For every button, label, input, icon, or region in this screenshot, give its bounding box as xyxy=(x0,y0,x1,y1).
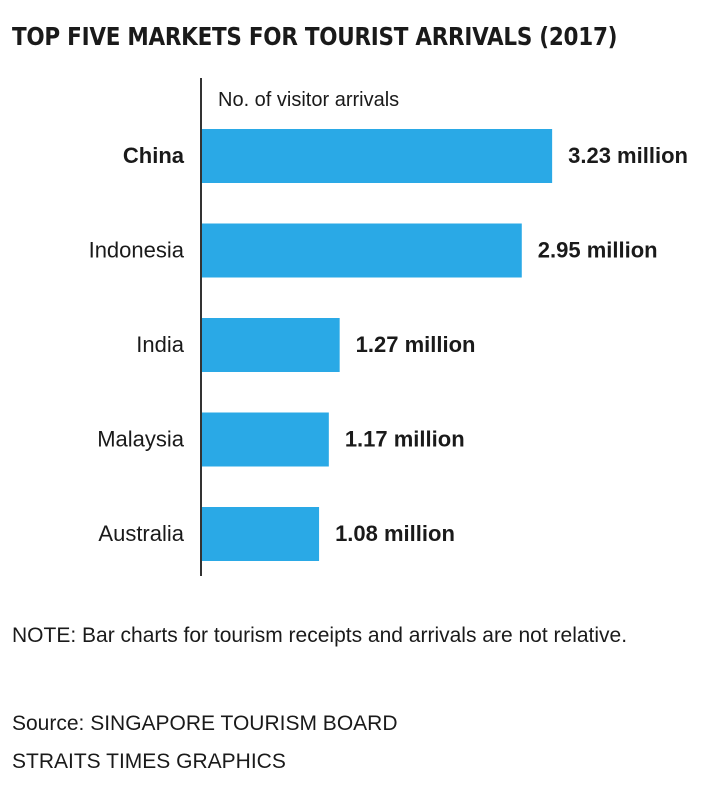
value-label-china: 3.23 million xyxy=(568,143,688,168)
category-label-malaysia: Malaysia xyxy=(97,427,185,452)
value-label-india: 1.27 million xyxy=(356,332,476,357)
bar-chart: No. of visitor arrivals China 3.23 millio… xyxy=(89,78,688,576)
bar-australia xyxy=(202,507,320,561)
bars-group: China 3.23 million Indonesia 2.95 million In… xyxy=(89,129,688,561)
source-line-2: STRAITS TIMES GRAPHICS xyxy=(12,750,286,773)
chart-title: TOP FIVE MARKETS FOR TOURIST ARRIVALS (2… xyxy=(12,22,618,51)
chart-note: NOTE: Bar charts for tourism receipts an… xyxy=(12,624,628,647)
bar-china xyxy=(202,129,553,183)
value-label-malaysia: 1.17 million xyxy=(345,427,465,452)
category-label-china: China xyxy=(123,143,185,168)
category-label-indonesia: Indonesia xyxy=(89,238,185,263)
axis-caption: No. of visitor arrivals xyxy=(218,89,399,111)
value-label-australia: 1.08 million xyxy=(335,521,455,546)
bar-india xyxy=(202,318,340,372)
category-label-india: India xyxy=(136,332,184,357)
bar-malaysia xyxy=(202,412,329,467)
bar-indonesia xyxy=(202,223,522,278)
category-label-australia: Australia xyxy=(98,521,184,546)
source-line-1: Source: SINGAPORE TOURISM BOARD xyxy=(12,712,398,735)
value-label-indonesia: 2.95 million xyxy=(538,238,658,263)
